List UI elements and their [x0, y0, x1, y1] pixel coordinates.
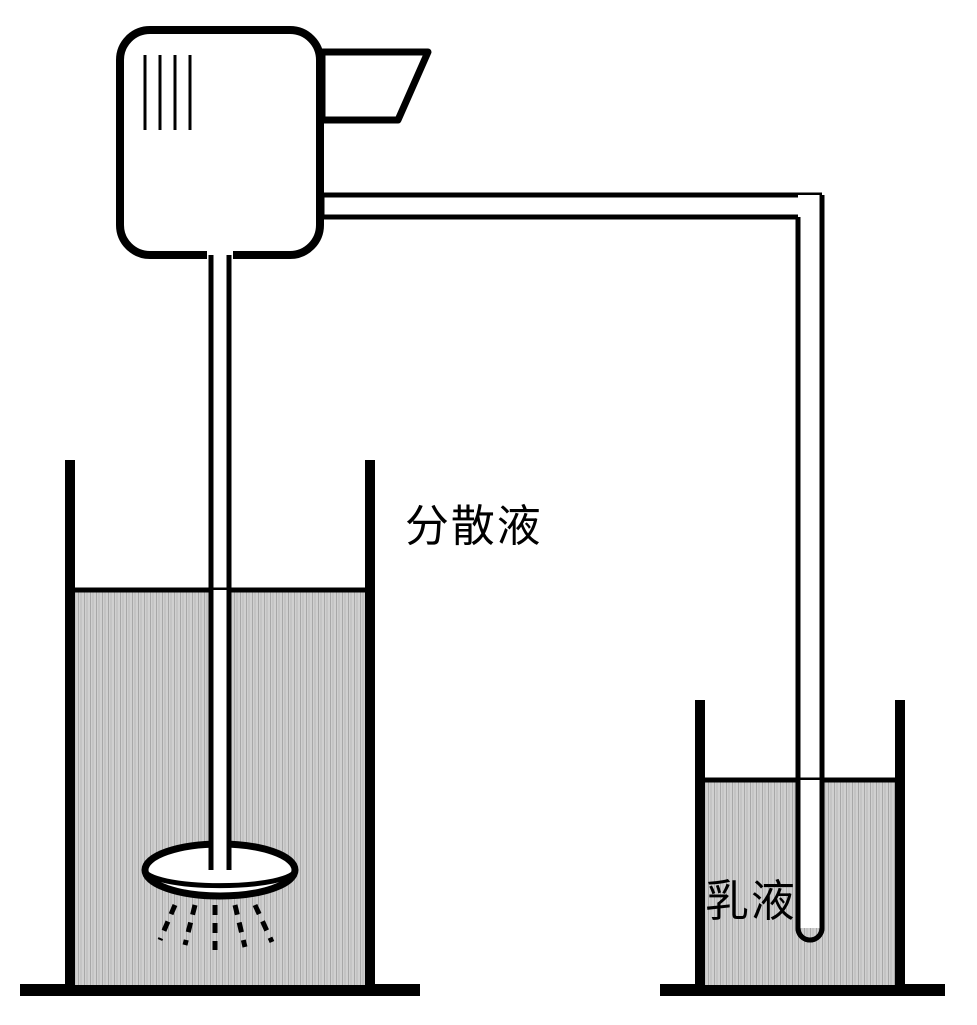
motor-body	[120, 30, 320, 255]
rotor-head	[145, 844, 295, 896]
emulsion-label: 乳液	[705, 865, 797, 929]
dispersion-label: 分散液	[405, 490, 543, 554]
motor-arm	[322, 52, 428, 120]
